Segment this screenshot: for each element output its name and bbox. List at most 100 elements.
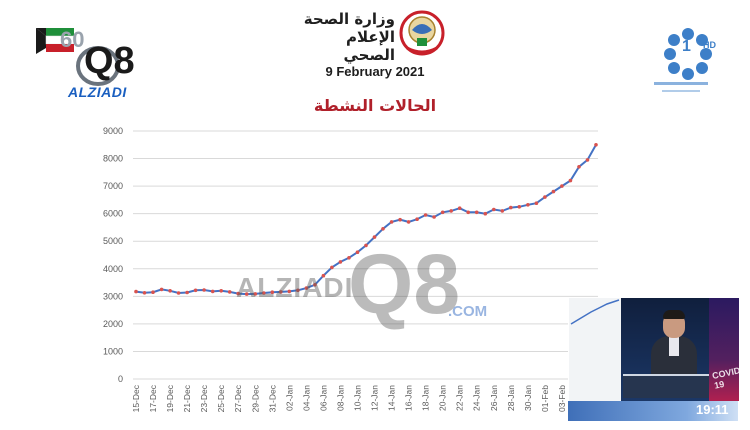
data-point xyxy=(526,203,530,207)
data-point xyxy=(440,210,445,215)
alziadi-logo-text: ALZIADI xyxy=(68,84,127,100)
y-tick-label: 5000 xyxy=(103,236,123,246)
x-tick-label: 25-Dec xyxy=(216,384,226,412)
ktv-logo-icon xyxy=(654,28,712,92)
data-point xyxy=(492,207,496,212)
q8-logo-text: Q8 xyxy=(84,40,135,82)
x-tick-label: 06-Jan xyxy=(318,385,328,411)
data-point xyxy=(432,215,436,219)
y-tick-label: 8000 xyxy=(103,154,123,164)
data-point xyxy=(423,213,428,217)
x-tick-label: 03-Feb xyxy=(557,385,567,412)
data-point xyxy=(474,210,479,215)
x-tick-label: 12-Jan xyxy=(370,385,380,411)
data-point xyxy=(244,292,249,296)
y-axis-ticks: 0 1000 2000 3000 4000 5000 6000 7000 8000 9000 xyxy=(103,126,123,384)
x-tick-label: 20-Jan xyxy=(438,385,448,411)
x-tick-label: 24-Jan xyxy=(472,385,482,411)
x-tick-label: 29-Dec xyxy=(250,384,260,412)
ministry-header: وزارة الصحة الإعلام الصحي xyxy=(300,10,395,64)
hd-badge: HD xyxy=(703,40,716,50)
data-point xyxy=(236,291,240,296)
led-screen xyxy=(709,298,739,401)
ministry-emblem-icon xyxy=(399,10,445,56)
data-point xyxy=(313,283,317,287)
broadcast-clock: 19:11 xyxy=(696,402,729,417)
x-tick-label: 30-Jan xyxy=(523,385,533,411)
data-point xyxy=(210,289,215,294)
data-point xyxy=(142,291,147,295)
clock-bar xyxy=(568,401,738,421)
chart-grid xyxy=(133,130,598,380)
data-point xyxy=(355,250,360,254)
y-tick-label: 9000 xyxy=(103,126,123,136)
data-point xyxy=(227,290,232,294)
data-point xyxy=(560,184,564,188)
x-tick-label: 22-Jan xyxy=(455,385,465,411)
inset-chart-screen xyxy=(569,298,621,401)
x-tick-label: 01-Feb xyxy=(540,385,550,412)
y-tick-label: 3000 xyxy=(103,291,123,301)
data-point xyxy=(415,217,419,221)
data-point xyxy=(483,211,488,216)
data-point xyxy=(321,273,326,278)
x-tick-label: 14-Jan xyxy=(387,385,397,411)
x-tick-label: 15-Dec xyxy=(131,384,141,412)
x-tick-label: 08-Jan xyxy=(335,385,345,411)
data-point xyxy=(500,209,505,213)
x-tick-label: 26-Jan xyxy=(489,385,499,411)
x-tick-label: 19-Dec xyxy=(165,384,175,412)
x-tick-label: 16-Jan xyxy=(404,385,414,411)
x-tick-label: 18-Jan xyxy=(421,385,431,411)
data-point xyxy=(364,243,368,248)
channel-number: 1 xyxy=(682,38,691,55)
y-tick-label: 6000 xyxy=(103,209,123,219)
x-tick-label: 02-Jan xyxy=(284,385,294,411)
x-tick-label: 27-Dec xyxy=(233,384,243,412)
x-tick-label: 31-Dec xyxy=(267,384,277,412)
data-point xyxy=(168,289,172,293)
data-point xyxy=(389,220,394,224)
x-tick-label: 23-Dec xyxy=(199,384,209,412)
data-point xyxy=(287,289,292,294)
watermark-text: ALZIADI xyxy=(236,272,354,303)
data-point xyxy=(568,178,573,183)
data-point xyxy=(270,290,275,295)
y-tick-label: 2000 xyxy=(103,319,123,329)
department-name: الإعلام الصحي xyxy=(343,28,395,64)
data-point xyxy=(372,235,377,239)
data-point xyxy=(202,288,206,292)
data-point xyxy=(551,189,556,194)
data-point xyxy=(509,205,513,210)
x-tick-label: 21-Dec xyxy=(182,384,192,412)
data-point xyxy=(253,292,258,296)
data-point xyxy=(594,143,598,147)
data-point xyxy=(457,206,462,210)
y-tick-label: 1000 xyxy=(103,346,123,356)
data-point xyxy=(296,288,300,293)
y-tick-label: 0 xyxy=(118,374,123,384)
data-point xyxy=(406,220,411,224)
data-point xyxy=(159,287,164,292)
x-axis-ticks: 15-Dec 17-Dec 19-Dec 21-Dec 23-Dec 25-Dec 27-D… xyxy=(131,384,601,412)
chart-series xyxy=(134,143,598,296)
data-point xyxy=(185,290,189,295)
data-point xyxy=(193,288,198,293)
data-point xyxy=(347,255,351,260)
x-tick-label: 04-Jan xyxy=(301,385,311,411)
watermark-domain: .COM xyxy=(448,303,488,320)
kuwait-flag-icon xyxy=(36,28,120,86)
x-tick-label: 28-Jan xyxy=(506,385,516,411)
y-tick-label: 4000 xyxy=(103,264,123,274)
data-point xyxy=(304,286,309,290)
data-point xyxy=(577,165,581,169)
data-point xyxy=(134,289,138,294)
data-point xyxy=(279,290,283,294)
data-point xyxy=(338,260,343,264)
chart-title: الحالات النشطة xyxy=(313,96,437,115)
report-date: 9 February 2021 xyxy=(325,64,425,79)
ministry-name: وزارة الصحة xyxy=(303,10,395,28)
data-point xyxy=(398,217,402,222)
